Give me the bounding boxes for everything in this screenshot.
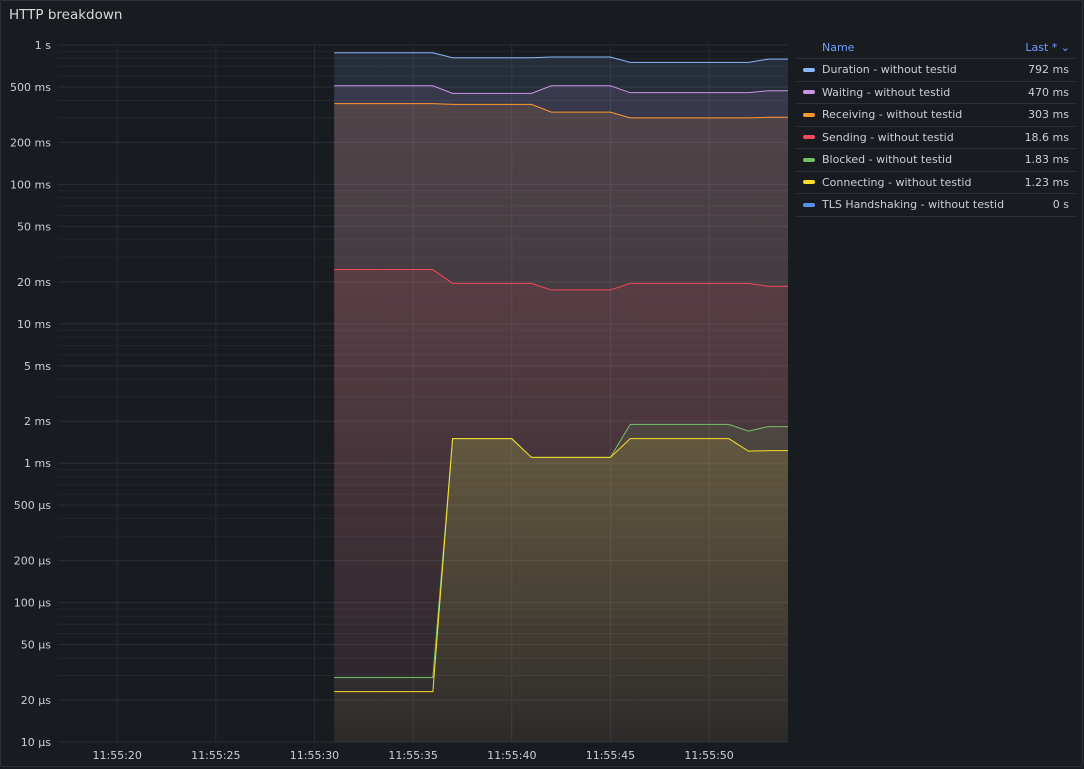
x-tick-label: 11:55:35 [388,749,437,762]
series-line [334,52,788,63]
y-tick-label: 10 ms [17,318,51,331]
legend-item-name: Connecting - without testid [822,175,972,189]
series-line [334,438,788,693]
chart: 1 s 500 ms 200 ms 100 ms 50 ms 20 ms 10 ms 5 ms… [10,39,788,762]
x-tick-label: 11:55:20 [92,749,141,762]
x-tick-label: 11:55:40 [487,749,536,762]
y-tick-label: 500 µs [14,499,51,512]
y-tick-label: 50 ms [17,220,51,233]
legend-item-name: Sending - without testid [822,130,954,144]
legend-item-value: 0 s [1052,198,1069,212]
series-area [334,438,788,742]
y-tick-label: 100 ms [10,178,51,191]
legend-item-name: Duration - without testid [822,63,957,77]
series-lines [334,52,788,693]
series-line [334,269,788,291]
x-tick-label: 11:55:45 [586,749,635,762]
legend-item-value: 1.83 ms [1024,153,1069,167]
legend-item[interactable]: Sending - without testid 18.6 ms [796,127,1076,149]
series-line [334,103,788,119]
legend-swatch [803,180,815,185]
legend-swatch [803,202,815,207]
panel-title[interactable]: HTTP breakdown [9,7,123,23]
y-tick-label: 1 ms [24,457,51,470]
legend-item[interactable]: Waiting - without testid 470 ms [796,82,1076,104]
y-tick-label: 5 ms [24,360,51,373]
legend-item[interactable]: Receiving - without testid 303 ms [796,104,1076,127]
legend-item[interactable]: Blocked - without testid 1.83 ms [796,149,1076,172]
legend-item[interactable]: Duration - without testid 792 ms [796,59,1076,82]
legend-item-name: TLS Handshaking - without testid [822,198,1005,212]
x-tick-label: 11:55:25 [191,749,240,762]
legend-item-name: Blocked - without testid [822,153,953,167]
x-tick-label: 11:55:30 [290,749,339,762]
y-tick-label: 1 s [35,39,51,52]
legend-last-header[interactable]: Last * ⌄ [1025,41,1070,54]
chevron-down-icon: ⌄ [1060,41,1070,54]
y-tick-label: 10 µs [21,736,51,749]
y-tick-label: 200 ms [10,136,51,149]
legend: Name Last * ⌄ Duration - without testid 7… [796,37,1076,217]
legend-swatch [803,90,815,95]
legend-name-header[interactable]: Name [822,41,855,54]
y-tick-label: 200 µs [14,555,51,568]
legend-item-name: Waiting - without testid [822,85,951,99]
series-fills [334,52,788,743]
legend-header: Name Last * ⌄ [796,37,1076,59]
legend-item-value: 1.23 ms [1024,175,1069,189]
legend-rows: Duration - without testid 792 ms Waiting -… [796,59,1076,217]
legend-item[interactable]: TLS Handshaking - without testid 0 s [796,194,1076,217]
legend-swatch [803,112,815,117]
legend-item[interactable]: Connecting - without testid 1.23 ms [796,172,1076,194]
legend-swatch [803,135,815,140]
y-axis: 1 s 500 ms 200 ms 100 ms 50 ms 20 ms 10 ms 5 ms… [10,39,51,749]
legend-item-value: 303 ms [1028,108,1069,122]
legend-item-value: 18.6 ms [1024,130,1069,144]
y-tick-label: 2 ms [24,415,51,428]
legend-item-value: 792 ms [1028,63,1069,77]
legend-swatch [803,67,815,72]
series-line [334,85,788,94]
legend-item-value: 470 ms [1028,85,1069,99]
legend-swatch [803,157,815,162]
y-tick-label: 20 µs [21,694,51,707]
y-tick-label: 50 µs [21,639,51,652]
y-tick-label: 20 ms [17,276,51,289]
x-axis: 11:55:20 11:55:25 11:55:30 11:55:35 11:55:40… [92,749,733,762]
y-tick-label: 100 µs [14,597,51,610]
legend-item-name: Receiving - without testid [822,108,963,122]
y-tick-label: 500 ms [10,81,51,94]
x-tick-label: 11:55:50 [684,749,733,762]
